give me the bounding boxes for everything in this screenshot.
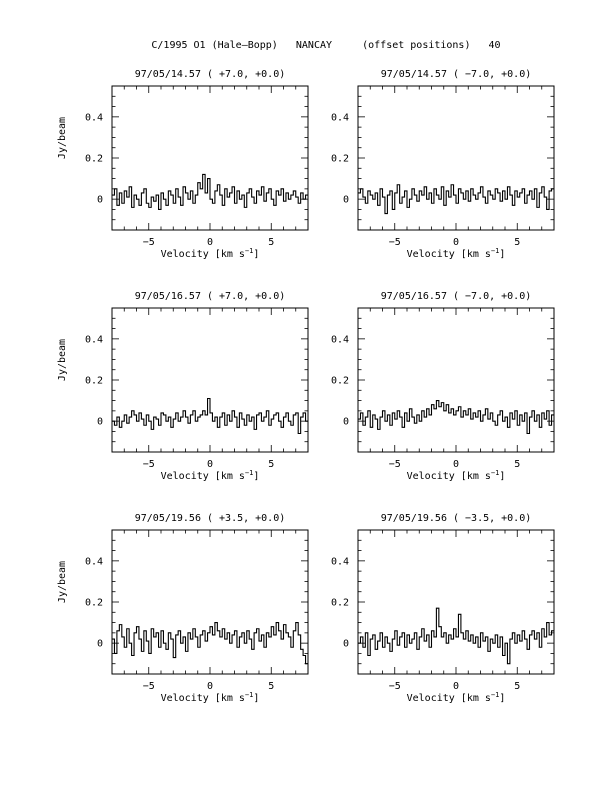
x-axis-label-exponent: −1 [491, 247, 499, 255]
y-tick-label: 0 [343, 639, 349, 650]
x-axis-label-end: ] [499, 249, 505, 260]
x-tick-label: 0 [207, 237, 213, 248]
panel-4: 97/05/16.57 ( −7.0, +0.0) −5 0 5 0 0.2 0.4 Velo… [331, 291, 555, 482]
x-axis-label: Velocity [km s−1] [161, 469, 260, 482]
spectrum-line [112, 173, 308, 210]
spectrum-line [112, 397, 308, 435]
spectrum-line [358, 400, 554, 435]
y-tick-label: 0 [343, 195, 349, 206]
x-axis-label-main: Velocity [km s [161, 693, 245, 704]
x-tick-label: −5 [143, 681, 155, 692]
panel-title: 97/05/16.57 ( −7.0, +0.0) [381, 291, 532, 302]
y-tick-label: 0 [343, 417, 349, 428]
spectrum-line [112, 622, 308, 665]
y-tick-label: 0.4 [331, 112, 349, 123]
x-tick-label: 0 [207, 681, 213, 692]
x-tick-label: 0 [453, 681, 459, 692]
x-axis-label: Velocity [km s−1] [161, 247, 260, 260]
plot-frame [111, 529, 309, 675]
x-axis-label-end: ] [253, 249, 259, 260]
panel-3: 97/05/16.57 ( +7.0, +0.0) −5 0 5 0 0.2 0.4 Velo… [57, 291, 309, 482]
x-axis-label-main: Velocity [km s [161, 471, 245, 482]
figure-title: C/1995 O1 (Hale–Bopp) NANCAY (offset pos… [151, 40, 500, 51]
spectrum-line [358, 607, 554, 665]
y-tick-label: 0.4 [331, 334, 349, 345]
plot-frame [111, 85, 309, 231]
y-tick-label: 0.2 [85, 376, 103, 387]
x-axis-label: Velocity [km s−1] [407, 691, 506, 704]
x-axis-label-exponent: −1 [491, 469, 499, 477]
y-tick-label: 0 [97, 417, 103, 428]
panel-title: 97/05/14.57 ( −7.0, +0.0) [381, 69, 532, 80]
spectrum-line [358, 184, 554, 215]
y-axis-label: Jy/beam [57, 339, 68, 381]
y-tick-label: 0.2 [85, 154, 103, 165]
y-tick-label: 0.4 [331, 556, 349, 567]
y-tick-label: 0.2 [331, 598, 349, 609]
panel-1: 97/05/14.57 ( +7.0, +0.0) −5 0 5 0 0.2 0.4 Velo… [57, 69, 309, 260]
x-axis-label-end: ] [253, 471, 259, 482]
x-axis-label-main: Velocity [km s [161, 249, 245, 260]
x-axis-label-main: Velocity [km s [407, 249, 491, 260]
y-tick-label: 0.2 [331, 376, 349, 387]
x-axis-label: Velocity [km s−1] [407, 469, 506, 482]
panels-group: 97/05/14.57 ( +7.0, +0.0) −5 0 5 0 0.2 0.4 Velo… [57, 69, 555, 704]
x-axis-label-main: Velocity [km s [407, 471, 491, 482]
x-tick-label: −5 [389, 459, 401, 470]
y-tick-label: 0.4 [85, 334, 103, 345]
y-tick-label: 0.2 [331, 154, 349, 165]
x-axis-label-end: ] [499, 693, 505, 704]
x-tick-label: −5 [389, 237, 401, 248]
x-axis-label-exponent: −1 [491, 691, 499, 699]
y-tick-label: 0 [97, 639, 103, 650]
y-tick-label: 0.2 [85, 598, 103, 609]
y-axis-label: Jy/beam [57, 561, 68, 603]
x-tick-label: 0 [453, 237, 459, 248]
x-tick-label: 5 [268, 237, 274, 248]
x-axis-label-end: ] [253, 693, 259, 704]
panel-title: 97/05/16.57 ( +7.0, +0.0) [135, 291, 286, 302]
plot-frame [357, 307, 555, 453]
x-axis-label: Velocity [km s−1] [407, 247, 506, 260]
x-axis-label-exponent: −1 [245, 691, 253, 699]
x-tick-label: −5 [143, 459, 155, 470]
plot-frame [357, 529, 555, 675]
x-tick-label: −5 [143, 237, 155, 248]
y-tick-label: 0.4 [85, 556, 103, 567]
plot-frame [111, 307, 309, 453]
x-axis-label-exponent: −1 [245, 469, 253, 477]
x-tick-label: 5 [514, 459, 520, 470]
x-axis-label-main: Velocity [km s [407, 693, 491, 704]
panel-5: 97/05/19.56 ( +3.5, +0.0) −5 0 5 0 0.2 0.4 Velo… [57, 513, 309, 704]
x-tick-label: −5 [389, 681, 401, 692]
x-tick-label: 5 [268, 459, 274, 470]
panel-2: 97/05/14.57 ( −7.0, +0.0) −5 0 5 0 0.2 0.4 Velo… [331, 69, 555, 260]
x-axis-label-end: ] [499, 471, 505, 482]
x-tick-label: 0 [453, 459, 459, 470]
y-axis-label: Jy/beam [57, 117, 68, 159]
panel-title: 97/05/14.57 ( +7.0, +0.0) [135, 69, 286, 80]
panel-title: 97/05/19.56 ( −3.5, +0.0) [381, 513, 532, 524]
y-tick-label: 0.4 [85, 112, 103, 123]
x-axis-label: Velocity [km s−1] [161, 691, 260, 704]
y-tick-label: 0 [97, 195, 103, 206]
x-axis-label-exponent: −1 [245, 247, 253, 255]
panel-title: 97/05/19.56 ( +3.5, +0.0) [135, 513, 286, 524]
panel-6: 97/05/19.56 ( −3.5, +0.0) −5 0 5 0 0.2 0.4 Velo… [331, 513, 555, 704]
x-tick-label: 0 [207, 459, 213, 470]
x-tick-label: 5 [268, 681, 274, 692]
x-tick-label: 5 [514, 237, 520, 248]
x-tick-label: 5 [514, 681, 520, 692]
